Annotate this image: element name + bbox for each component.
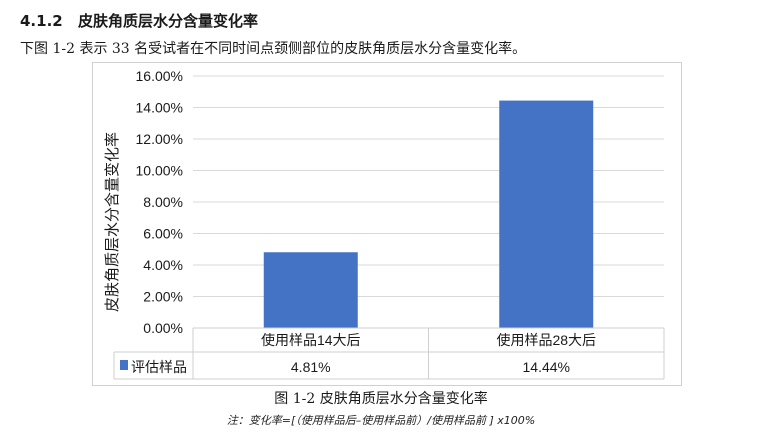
data-label: 14.44% <box>523 359 570 375</box>
data-label: 4.81% <box>291 359 331 375</box>
legend-label: 评估样品 <box>131 359 187 375</box>
y-tick-label: 16.00% <box>136 68 183 84</box>
category-label: 使用样品28大后 <box>496 332 596 348</box>
figure-caption: 图 1-2 皮肤角质层水分含量变化率 <box>274 391 488 407</box>
legend-swatch <box>120 360 128 370</box>
y-axis-title: 皮肤角质层水分含量变化率 <box>104 132 121 312</box>
y-tick-label: 2.00% <box>143 289 183 305</box>
section-title: 皮肤角质层水分含量变化率 <box>78 12 259 30</box>
category-label: 使用样品14大后 <box>261 332 361 348</box>
section-heading: 4.1.2 皮肤角质层水分含量变化率 <box>20 10 258 31</box>
bar <box>499 100 594 328</box>
bar <box>263 252 358 328</box>
chart-frame <box>92 62 682 386</box>
y-tick-label: 6.00% <box>143 226 183 242</box>
y-tick-label: 12.00% <box>136 131 183 147</box>
y-tick-label: 10.00% <box>136 163 183 179</box>
intro-paragraph: 下图 1-2 表示 33 名受试者在不同时间点颈侧部位的皮肤角质层水分含量变化率… <box>20 41 527 57</box>
y-tick-label: 0.00% <box>143 320 183 336</box>
y-tick-label: 14.00% <box>136 100 183 116</box>
y-tick-label: 4.00% <box>143 257 183 273</box>
section-number: 4.1.2 <box>20 12 63 30</box>
formula-note: 注：变化率=[（使用样品后–使用样品前）/使用样品前 ] x100% <box>226 414 536 427</box>
y-tick-label: 8.00% <box>143 194 183 210</box>
